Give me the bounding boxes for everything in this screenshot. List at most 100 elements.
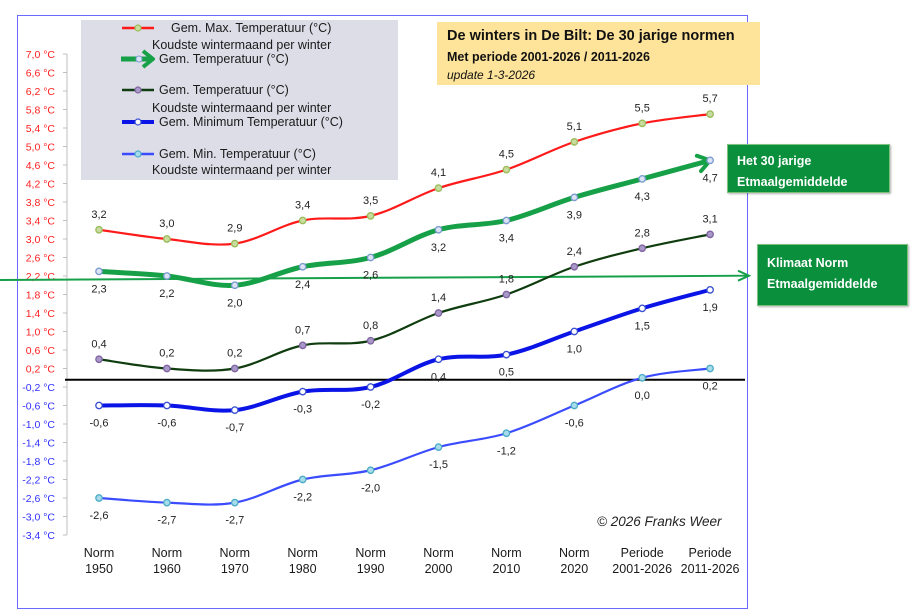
y-tick-label: -1,0 °C (22, 419, 55, 431)
data-label: -0,6 (157, 418, 176, 430)
legend-swatches (121, 24, 155, 158)
data-point (230, 239, 239, 248)
callout-30-jarige-line1: Het 30 jarige (737, 154, 812, 168)
x-tick-label: Norm (287, 546, 318, 560)
y-tick-label: 3,0 °C (26, 234, 56, 246)
data-point (163, 272, 171, 280)
data-label: 4,3 (635, 191, 650, 203)
series-gem-temp: 2,3 2,2 2,0 2,4 2,6 3,2 3,4 3,9 4,3 4,7 (91, 153, 718, 309)
data-label: 0,4 (431, 371, 446, 383)
data-point (163, 401, 171, 410)
y-tick-label: 0,2 °C (26, 364, 56, 376)
series-min-temp-koud: -2,6 -2,7 -2,7 -2,2 -2,0 -1,5 -1,2 -0,6 0,0 0,2 (90, 364, 718, 527)
data-label: 2,2 (159, 288, 174, 300)
data-point (95, 225, 103, 234)
data-label: 5,5 (635, 102, 650, 114)
data-label: 0,5 (499, 367, 514, 379)
data-label: 3,4 (295, 200, 310, 212)
data-label: 3,2 (431, 242, 446, 254)
y-tick-label: 2,6 °C (26, 253, 56, 265)
legend-item-max-temp-sub: Koudste wintermaand per winter (152, 38, 332, 52)
y-tick-label: 6,6 °C (26, 68, 56, 80)
data-label: 2,9 (227, 223, 242, 235)
line-chart: 7,0 °C 6,6 °C 6,2 °C 5,8 °C 5,4 °C 5,0 °C 4,6 … (0, 49, 752, 576)
data-point (95, 401, 103, 410)
data-label: 5,1 (567, 121, 582, 133)
callout-klimaat-norm: Klimaat Norm Etmaalgemiddelde (757, 244, 908, 306)
y-tick-label: -0,6 °C (22, 401, 55, 413)
x-tick-label: Norm (491, 546, 522, 560)
data-label: 2,6 (363, 270, 378, 282)
data-point (570, 327, 579, 336)
data-label: 3,5 (363, 195, 378, 207)
y-tick-label: 4,2 °C (26, 179, 56, 191)
x-tick-label: Norm (423, 546, 454, 560)
x-tick-label: 1970 (221, 562, 249, 576)
data-point (230, 364, 239, 373)
data-point (502, 350, 511, 359)
data-point (502, 165, 511, 174)
copyright: © 2026 Franks Weer (597, 514, 722, 529)
data-point (434, 355, 443, 364)
chart-title: De winters in De Bilt: De 30 jarige norm… (447, 28, 735, 44)
legend-item-min-temp: Gem. Minimum Temperatuur (°C) (159, 115, 343, 129)
data-label: 0,2 (159, 348, 174, 360)
data-label: -0,2 (361, 399, 380, 411)
legend-marker (134, 150, 142, 158)
data-point (163, 235, 171, 243)
y-tick-label: -1,8 °C (22, 456, 55, 468)
data-point (298, 262, 307, 271)
data-point (502, 216, 511, 225)
data-point (434, 443, 443, 451)
data-point (570, 401, 579, 410)
y-tick-label: 6,2 °C (26, 86, 56, 98)
x-tick-label: Periode (689, 546, 732, 560)
data-point (298, 387, 307, 396)
data-point (95, 267, 103, 276)
data-point (230, 406, 239, 414)
y-tick-label: 3,4 °C (26, 216, 56, 228)
x-tick-label: 1980 (289, 562, 317, 576)
data-label: 3,2 (91, 209, 106, 221)
callout-klimaat-line2: Etmaalgemiddelde (767, 277, 878, 291)
y-tick-label: -2,2 °C (22, 475, 55, 487)
x-tick-label: 2001-2026 (612, 562, 672, 576)
chart-title-box: De winters in De Bilt: De 30 jarige norm… (437, 22, 760, 85)
data-label: 1,8 (499, 274, 514, 286)
data-point (706, 364, 714, 373)
callout-30-jarige-line2: Etmaalgemiddelde (737, 175, 848, 189)
legend-item-min-temp-koud: Gem. Min. Temperatuur (°C) (159, 147, 316, 161)
data-label: -2,7 (157, 515, 176, 527)
data-label: 1,9 (702, 302, 717, 314)
x-tick-label: 2011-2026 (681, 562, 740, 576)
series-gem-temp-koud: 0,4 0,2 0,2 0,7 0,8 1,4 1,8 2,4 2,8 3,1 (91, 213, 718, 373)
data-label: 3,0 (159, 218, 174, 230)
data-point (95, 494, 103, 502)
data-label: 2,3 (91, 283, 106, 295)
data-label: -2,2 (293, 492, 312, 504)
data-point (638, 119, 647, 128)
y-tick-label: 5,8 °C (26, 105, 56, 117)
y-tick-label: 1,4 °C (26, 308, 56, 320)
y-tick-label: -0,2 °C (22, 382, 55, 394)
x-tick-label: 1950 (85, 562, 113, 576)
data-point (163, 498, 171, 507)
legend-item-gem-temp: Gem. Temperatuur (°C) (159, 52, 289, 66)
legend-item-max-temp: Gem. Max. Temperatuur (°C) (171, 21, 332, 35)
data-point (638, 175, 647, 183)
data-label: 3,9 (567, 209, 582, 221)
callout-30-jarige: Het 30 jarige Etmaalgemiddelde (727, 144, 890, 193)
legend-item-min-temp-koud-sub: Koudste wintermaand per winter (152, 163, 332, 177)
data-point (298, 475, 307, 484)
series-line (97, 287, 713, 413)
data-label: 4,7 (702, 172, 717, 184)
data-label: -0,7 (225, 422, 244, 434)
data-point (366, 336, 375, 345)
series-line (97, 367, 712, 506)
klimaat-norm-arrowhead (737, 269, 752, 282)
data-point (366, 466, 375, 475)
callout-klimaat-line1: Klimaat Norm (767, 256, 849, 270)
data-point (502, 429, 511, 438)
data-point (95, 355, 103, 364)
y-tick-label: 1,0 °C (26, 327, 56, 339)
